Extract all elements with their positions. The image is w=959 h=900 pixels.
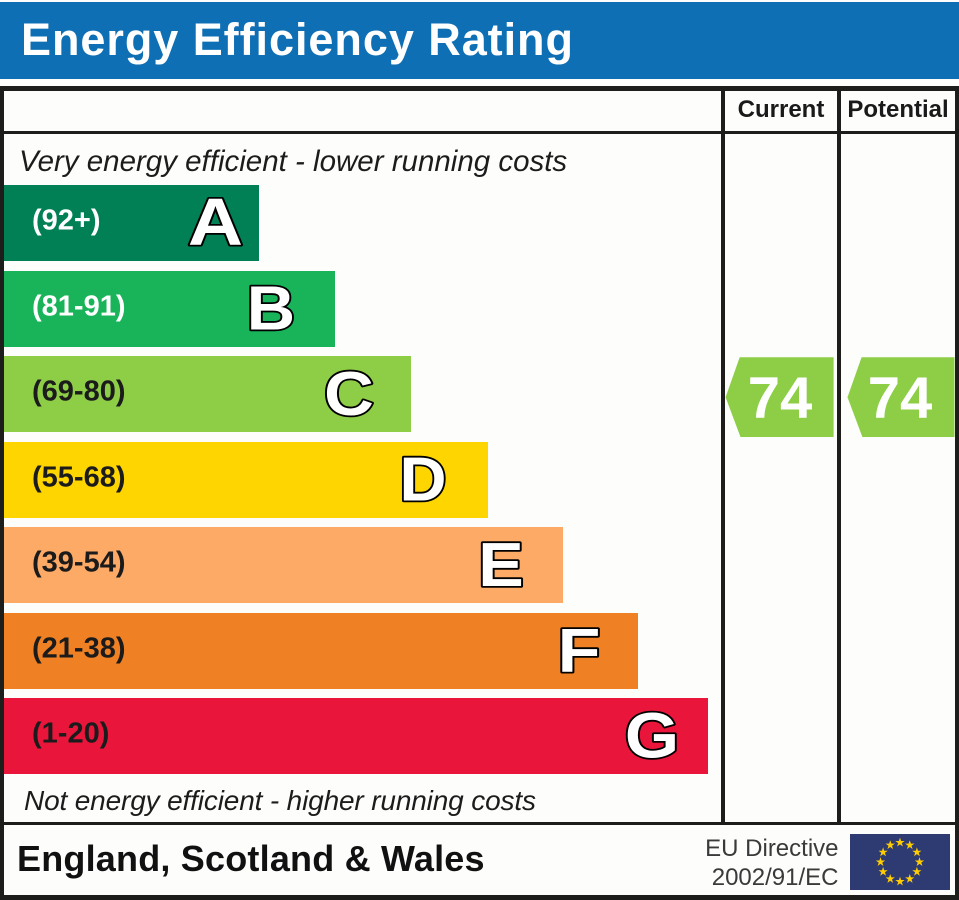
svg-text:F: F bbox=[558, 616, 601, 685]
svg-text:74: 74 bbox=[868, 366, 933, 431]
svg-text:74: 74 bbox=[748, 366, 813, 431]
svg-text:C: C bbox=[324, 359, 374, 428]
svg-text:E: E bbox=[478, 530, 523, 599]
svg-text:A: A bbox=[188, 185, 243, 260]
svg-text:B: B bbox=[247, 274, 295, 343]
svg-text:G: G bbox=[625, 700, 679, 772]
svg-text:D: D bbox=[400, 445, 447, 514]
